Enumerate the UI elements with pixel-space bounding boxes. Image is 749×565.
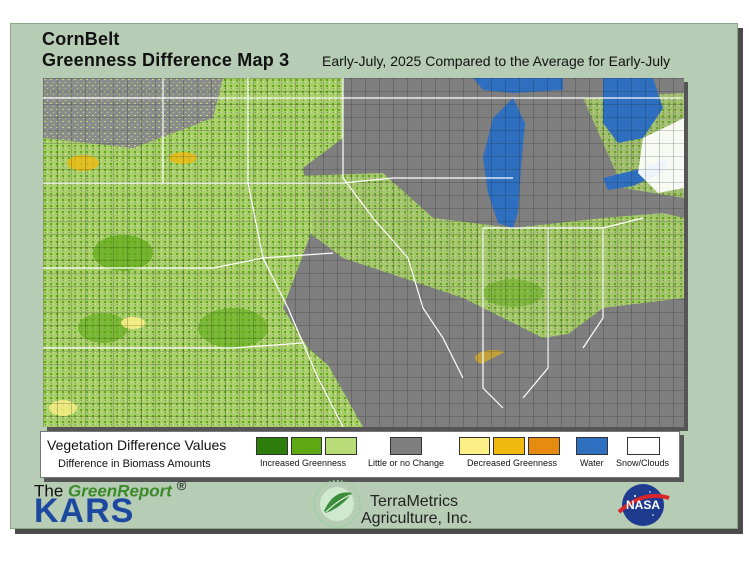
greenness-map <box>43 78 684 427</box>
legend-label-water: Water <box>580 458 604 468</box>
terrametrics-leaf-icon <box>313 480 361 528</box>
terrametrics-suffix: Agriculture, Inc. <box>361 510 473 527</box>
map-region-title: CornBelt <box>42 29 120 49</box>
legend-label-no-change: Little or no Change <box>368 458 445 468</box>
swatch-increased-mid <box>291 437 322 455</box>
legend-label-increased: Increased Greenness <box>260 458 347 468</box>
green-report-prefix: The <box>34 481 69 501</box>
swatch-decreased-mid <box>493 437 525 455</box>
legend-label-decreased: Decreased Greenness <box>467 458 558 468</box>
swatch-increased-low <box>325 437 357 455</box>
registered-mark: ® <box>176 478 187 493</box>
map-title: Greenness Difference Map 3 <box>42 50 290 70</box>
green-report-logo: The GreenReport ® <box>34 478 186 502</box>
legend-label-snow-clouds: Snow/Clouds <box>616 458 670 468</box>
swatch-decreased-low <box>459 437 490 455</box>
legend-title: Vegetation Difference Values <box>47 437 227 453</box>
map-image <box>43 78 684 427</box>
green-report-name: GreenReport <box>68 481 172 501</box>
swatch-increased-high <box>256 437 288 455</box>
legend-subtitle: Difference in Biomass Amounts <box>58 458 211 470</box>
swatch-water <box>576 437 608 455</box>
terrametrics-name: TerraMetrics <box>370 493 459 510</box>
swatch-decreased-high <box>528 437 560 455</box>
nasa-text: NASA <box>626 498 660 512</box>
swatch-snow-clouds <box>627 437 660 455</box>
legend-panel <box>40 431 680 478</box>
map-date-subtitle: Early-July, 2025 Compared to the Average… <box>322 53 671 69</box>
swatch-no-change <box>390 437 422 455</box>
kars-logo: KARS <box>34 492 135 530</box>
nasa-logo-icon: NASA <box>617 484 670 526</box>
